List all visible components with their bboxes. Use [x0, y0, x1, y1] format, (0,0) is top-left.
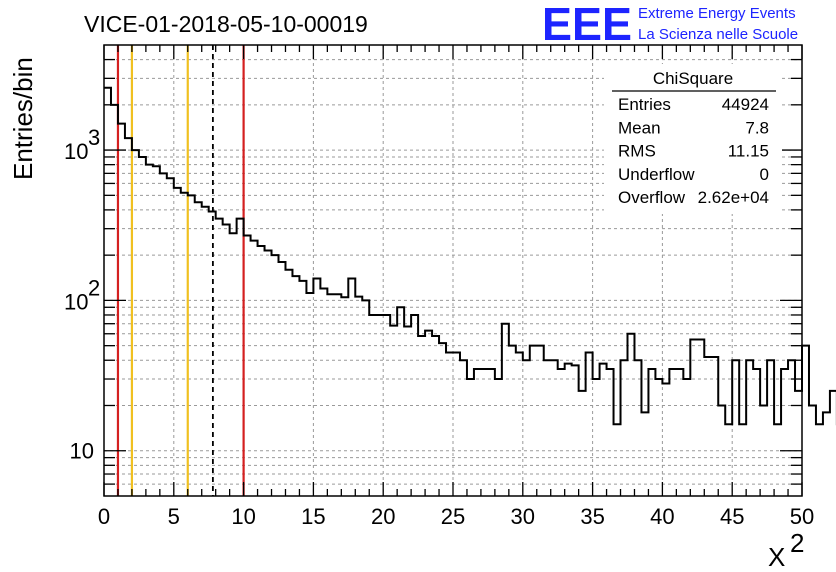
stats-label: Entries — [618, 95, 671, 114]
x-tick-label: 25 — [441, 504, 465, 529]
y-tick-label: 10 — [64, 139, 88, 164]
y-tick-label-exponent: 2 — [88, 275, 100, 300]
y-tick-label: 10 — [64, 289, 88, 314]
logo-line-1: Extreme Energy Events — [638, 5, 796, 22]
stats-box: ChiSquare Entries 44924 Mean 7.8 RMS 11.15 Und… — [604, 64, 782, 214]
stats-value: 44924 — [722, 95, 769, 114]
y-tick-label-exponent: 3 — [88, 125, 100, 150]
x-tick-label: 35 — [580, 504, 604, 529]
chart-title: VICE-01-2018-05-10-00019 — [84, 11, 368, 37]
eee-logo: EEE Extreme Energy Events La Scienza nel… — [542, 0, 798, 50]
stats-label: Mean — [618, 118, 661, 137]
axis-ticks — [103, 45, 803, 496]
x-axis-label: X 2 — [768, 528, 804, 572]
stats-value: 11.15 — [728, 142, 769, 161]
y-axis-label: Entries/bin — [8, 57, 38, 180]
stats-rows: Entries 44924 Mean 7.8 RMS 11.15 Underflow 0 Ove… — [618, 95, 769, 207]
logo-line-2: La Scienza nelle Scuole — [638, 26, 798, 43]
x-tick-label: 20 — [371, 504, 395, 529]
stats-value: 2.62e+04 — [698, 188, 769, 207]
x-tick-label: 10 — [231, 504, 255, 529]
histogram — [104, 86, 836, 426]
eee-logo-mark: EEE — [542, 0, 632, 50]
x-tick-label: 45 — [720, 504, 744, 529]
x-tick-label: 5 — [168, 504, 180, 529]
x-axis-label-base: X — [768, 542, 785, 572]
stats-label: Underflow — [618, 165, 695, 184]
x-tick-label: 30 — [511, 504, 535, 529]
x-tick-label: 40 — [650, 504, 674, 529]
x-tick-label: 50 — [790, 504, 814, 529]
histogram-steps — [104, 86, 836, 426]
x-axis-label-exponent: 2 — [790, 528, 804, 558]
stats-label: Overflow — [618, 188, 686, 207]
marker-lines — [116, 45, 245, 496]
stats-box-background — [604, 64, 782, 214]
stats-value: 0 — [760, 165, 769, 184]
grid — [104, 45, 802, 496]
y-tick-label: 10 — [70, 439, 94, 464]
stats-value: 7.8 — [745, 118, 769, 137]
stats-label: RMS — [618, 142, 656, 161]
stats-box-title: ChiSquare — [653, 69, 733, 88]
x-tick-labels: 0 5 10 15 20 25 30 35 40 45 50 — [98, 504, 814, 529]
x-tick-label: 0 — [98, 504, 110, 529]
x-tick-label: 15 — [301, 504, 325, 529]
